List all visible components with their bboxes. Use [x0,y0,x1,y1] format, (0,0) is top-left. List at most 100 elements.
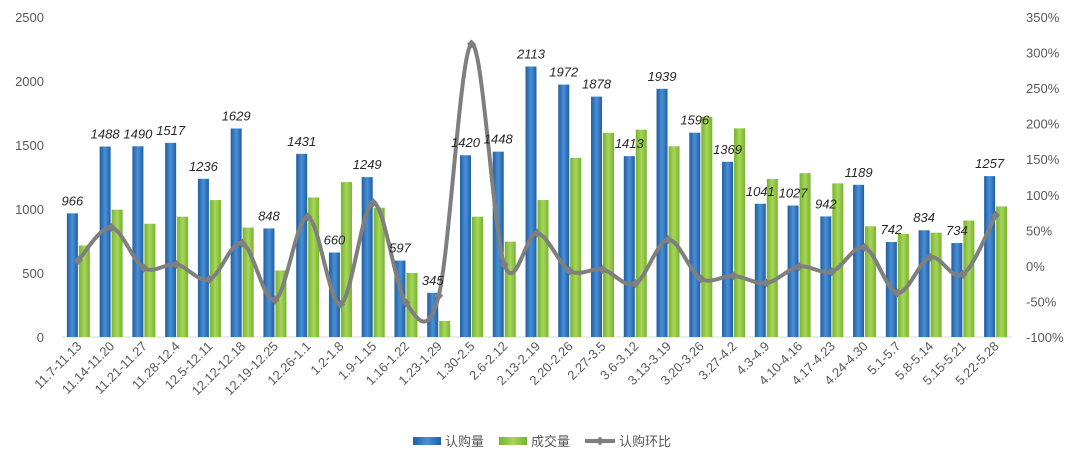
bar-deal [996,206,1008,337]
bar-subscription [132,146,144,337]
mom-line-point [139,263,149,273]
bar-data-label: 1878 [582,77,612,92]
bar-subscription [591,96,603,337]
bar-data-label: 1939 [648,69,677,84]
left-axis-tick-label: 500 [22,266,44,281]
bar-subscription [165,142,177,337]
bar-data-label: 660 [324,233,346,248]
bar-deal [865,226,877,337]
right-axis-tick-label: -100% [1026,330,1064,345]
bar-deal [897,233,909,337]
legend-bar-swatch [413,437,441,445]
mom-line-point [106,222,116,232]
mom-line-point [466,39,476,49]
mom-line-point [761,278,771,288]
bar-data-label: 1249 [353,157,382,172]
bar-data-label: 345 [422,273,444,288]
bar-subscription [459,155,471,337]
bar-deal [373,207,385,337]
bar-deal [439,321,451,337]
mom-line-point [958,269,968,279]
right-axis-tick-label: 200% [1026,117,1060,132]
bar-subscription [361,177,373,337]
mom-line-point [630,279,640,289]
bar-deal [701,116,713,337]
bar-subscription [66,213,78,337]
right-axis-tick-label: 0% [1026,259,1045,274]
left-axis-tick-label: 1500 [15,138,44,153]
left-axis-tick-label: 2000 [15,74,44,89]
bar-data-label: 1972 [549,65,579,80]
mom-line-point [860,242,870,252]
bar-deal [963,220,975,337]
right-axis-tick-label: 100% [1026,188,1060,203]
legend-label: 成交量 [531,434,570,450]
bar-deal [799,173,811,337]
bar-data-label: 1517 [156,123,186,138]
bar-subscription [99,146,111,337]
legend-label: 认购环比 [619,434,671,450]
bar-deal [734,128,746,337]
bar-deal [209,200,221,337]
bar-deal [930,232,942,337]
bar-data-label: 834 [913,210,935,225]
mom-line-point [794,262,804,272]
bar-subscription [623,156,635,337]
bar-deal [471,216,483,337]
bar-deal [832,183,844,337]
bar-data-label: 1027 [779,186,809,201]
mom-line-point [270,295,280,305]
bar-deal [78,245,90,337]
bar-subscription [230,128,242,337]
left-axis-tick-label: 2500 [15,10,44,25]
bar-data-label: 1189 [845,165,873,180]
mom-line-point [991,210,1001,220]
bar-subscription [853,184,865,337]
mom-line-point [237,238,247,248]
mom-line-point [925,252,935,262]
bar-subscription [558,84,570,337]
bar-deal [242,227,254,337]
legend-bar-swatch [499,437,527,445]
bar-subscription [722,161,734,337]
bar-subscription [689,132,701,337]
bar-data-label: 597 [389,241,411,256]
mom-line-point [172,259,182,269]
bar-subscription [197,178,209,337]
right-axis-tick-label: 350% [1026,10,1060,25]
bar-subscription [296,153,308,337]
mom-line-point [335,299,345,309]
bar-data-label: 1257 [975,156,1005,171]
bar-deal [603,132,615,337]
right-axis-tick-label: 150% [1026,152,1060,167]
mom-line-point [729,271,739,281]
mom-line-point [204,274,214,284]
bar-data-label: 1041 [746,184,775,199]
mom-line-point [73,255,83,265]
bar-deal [111,209,123,337]
bar-deal [635,129,647,337]
mom-line-point [303,212,313,222]
bar-data-label: 1431 [287,134,316,149]
bar-subscription [787,205,799,337]
bar-subscription [394,260,406,337]
bar-subscription [754,203,766,337]
mom-line-point [499,259,509,269]
bar-subscription [263,228,275,337]
bar-deal [766,178,778,337]
bar-data-label: 1448 [484,132,514,147]
left-axis-tick-label: 0 [37,330,44,345]
bar-deal [406,273,418,337]
bar-deal [177,216,189,337]
mom-line-point [565,266,575,276]
mom-line-point [532,228,542,238]
right-axis-tick-label: -50% [1026,294,1057,309]
mom-line-point [827,267,837,277]
mom-line-point [663,235,673,245]
right-axis-tick-label: 250% [1026,81,1060,96]
bar-deal [144,223,156,337]
bar-subscription [820,216,832,337]
right-axis-tick-label: 300% [1026,46,1060,61]
bar-data-label: 966 [62,193,84,208]
